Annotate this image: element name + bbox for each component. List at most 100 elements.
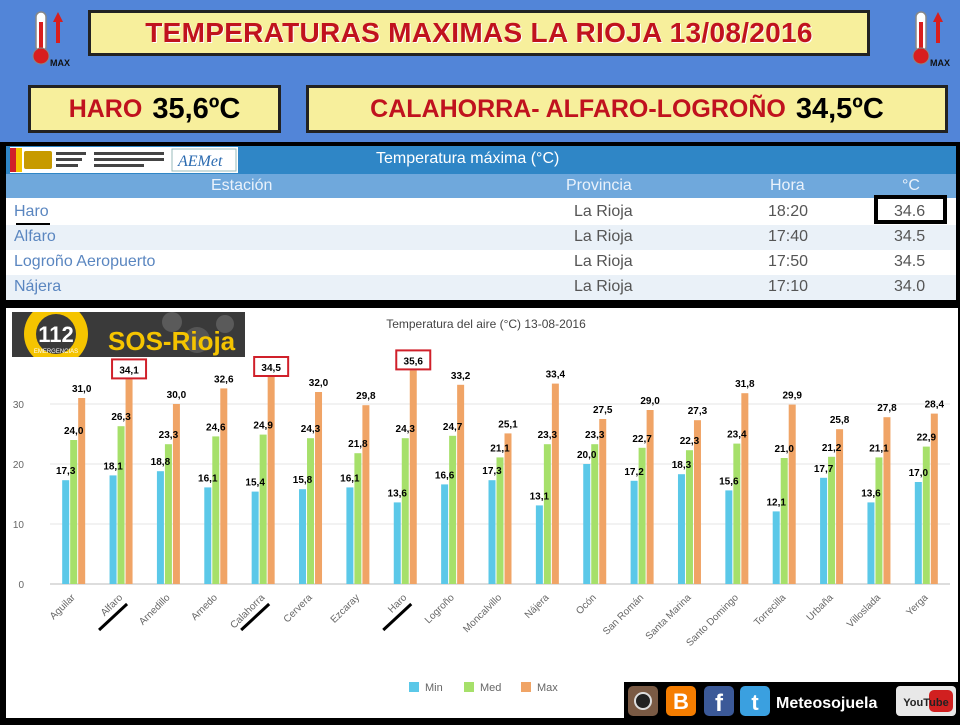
data-label: 27,3	[688, 406, 708, 417]
bar-min	[204, 487, 212, 584]
bar-max	[409, 370, 417, 584]
data-label: 15,8	[293, 475, 313, 486]
bar-max	[693, 420, 701, 584]
youtube-label: YouTube	[903, 697, 948, 709]
data-label: 18,3	[672, 460, 692, 471]
sos-name: SOS-Rioja	[108, 326, 236, 356]
bar-med	[543, 444, 551, 584]
data-label: 31,0	[72, 384, 92, 395]
bar-med	[496, 457, 504, 584]
thermometer-icon: MAX	[32, 11, 70, 68]
row-temp: 34.0	[894, 278, 926, 295]
aemet-title: Temperatura máxima (°C)	[376, 150, 560, 167]
row-province: La Rioja	[574, 278, 633, 295]
x-tick-label: Ezcaray	[329, 592, 362, 625]
x-tick-label: Santa Marina	[644, 592, 694, 642]
bar-max	[172, 404, 180, 584]
aemet-column-headers: Estación Provincia Hora °C	[6, 174, 956, 198]
x-tick-label: Arnedo	[189, 592, 220, 623]
facebook-icon[interactable]: f	[704, 686, 734, 717]
data-label: 22,9	[917, 433, 937, 444]
bar-max	[362, 405, 370, 584]
legend-swatch-med	[464, 682, 474, 692]
data-label: 21,2	[822, 443, 842, 454]
temperature-chart: Temperatura del aire (°C) 13-08-2016 0 10…	[6, 308, 958, 718]
bar-min	[156, 471, 164, 584]
row-province: La Rioja	[574, 228, 633, 245]
bar-min	[488, 480, 496, 584]
table-row: Alfaro La Rioja 17:40 34.5	[6, 225, 956, 250]
calahorra-label: CALAHORRA- ALFARO-LOGROÑO	[370, 94, 786, 123]
bar-med	[828, 456, 836, 584]
row-time: 17:40	[768, 228, 809, 245]
twitter-icon[interactable]: t	[740, 686, 770, 716]
bar-min	[441, 484, 449, 584]
bar-min	[820, 477, 828, 584]
x-tick-label: Arnedillo	[137, 592, 173, 628]
underline-mark	[382, 602, 413, 632]
underline-mark	[240, 602, 271, 632]
bar-max	[836, 429, 844, 584]
youtube-icon[interactable]: YouTube	[896, 686, 956, 716]
bar-min	[914, 482, 922, 584]
table-row: Haro La Rioja 18:20 34.6	[6, 195, 956, 227]
bar-med	[875, 457, 883, 584]
data-label: 29,8	[356, 391, 376, 402]
y-tick-label: 0	[18, 580, 24, 591]
x-tick-label: Ocón	[574, 592, 599, 617]
page-title-text: TEMPERATURAS MAXIMAS LA RIOJA 13/08/2016	[145, 17, 813, 48]
haro-max-badge: HARO 35,6ºC	[28, 85, 281, 133]
data-label: 12,1	[766, 497, 786, 508]
row-temp: 34.5	[894, 228, 926, 245]
calahorra-value: 34,5ºC	[795, 92, 884, 125]
data-label: 20,0	[577, 450, 597, 461]
station-link-najera[interactable]: Nájera	[14, 278, 62, 295]
bar-min	[62, 480, 70, 584]
bar-med	[922, 446, 930, 584]
aemet-logos: AEMet	[10, 147, 238, 173]
bar-min	[393, 502, 401, 584]
haro-value: 35,6ºC	[152, 92, 241, 125]
brand-name: Meteosojuela	[776, 695, 877, 712]
data-label: 30,0	[167, 390, 187, 401]
station-link-logrono[interactable]: Logroño Aeropuerto	[14, 253, 156, 270]
bar-med	[591, 444, 599, 584]
data-label: 16,6	[435, 470, 455, 481]
bar-min	[772, 511, 780, 584]
bar-max	[599, 419, 607, 584]
station-link-haro[interactable]: Haro	[14, 203, 49, 220]
bar-min	[251, 491, 259, 584]
bar-max	[315, 392, 323, 584]
instagram-icon[interactable]	[628, 686, 658, 716]
bar-med	[259, 434, 267, 584]
bar-med	[401, 438, 409, 584]
data-label: 26,3	[111, 412, 131, 423]
data-label: 34,1	[119, 365, 139, 376]
bar-max	[551, 383, 559, 584]
aemet-table-header: AEMet Temperatura máxima (°C)	[6, 146, 956, 174]
y-tick-label: 30	[13, 400, 25, 411]
blogger-icon[interactable]: B	[666, 686, 696, 716]
y-tick-label: 10	[13, 520, 25, 531]
bar-max	[504, 433, 512, 584]
chart-svg: Temperatura del aire (°C) 13-08-2016 0 10…	[13, 317, 950, 694]
legend-label-med: Med	[480, 682, 501, 694]
legend-label-min: Min	[425, 682, 443, 694]
row-province: La Rioja	[574, 253, 633, 270]
data-label: 29,0	[640, 396, 660, 407]
bar-max	[741, 393, 749, 584]
data-label: 33,2	[451, 371, 471, 382]
x-tick-label: Logroño	[423, 592, 457, 626]
data-label: 18,8	[151, 457, 171, 468]
bar-max	[646, 410, 654, 584]
x-tick-label: Nájera	[523, 592, 552, 621]
data-label: 18,1	[103, 461, 123, 472]
x-tick-label: Cervera	[282, 592, 315, 625]
station-link-alfaro[interactable]: Alfaro	[14, 228, 56, 245]
calahorra-max-badge: CALAHORRA- ALFARO-LOGROÑO 34,5ºC	[306, 85, 948, 133]
bar-med	[70, 440, 78, 584]
bar-med	[780, 458, 788, 584]
haro-label: HARO	[68, 94, 143, 123]
highlight-box	[874, 195, 947, 224]
data-label: 16,1	[198, 473, 218, 484]
